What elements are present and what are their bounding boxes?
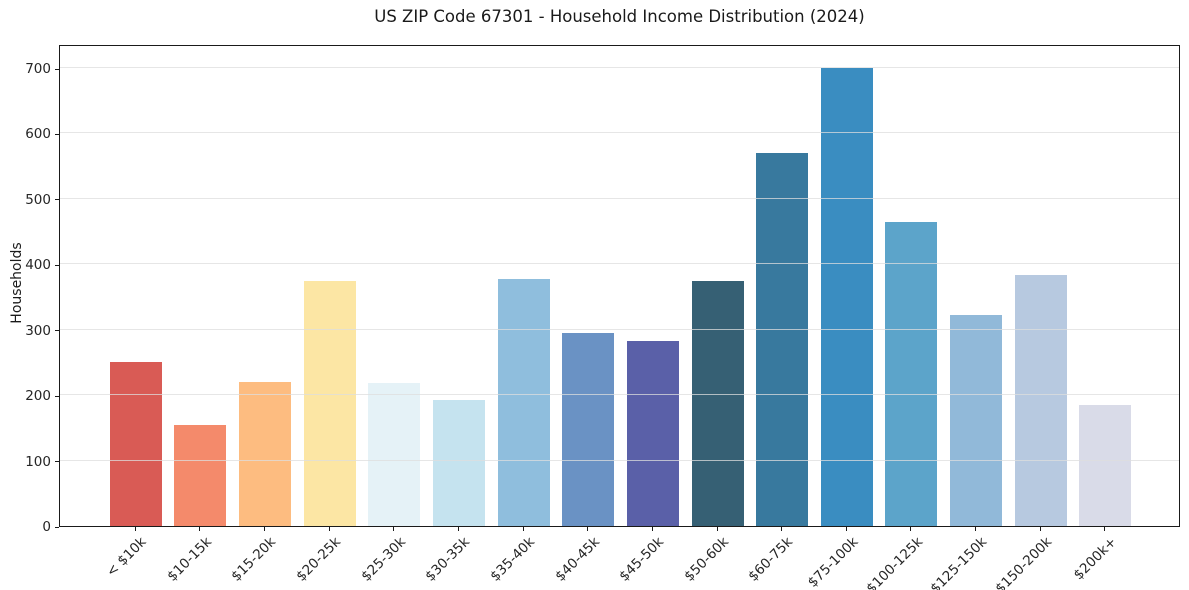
x-tick (522, 527, 524, 531)
x-tick-label: $20-25k (293, 534, 344, 585)
y-tick (55, 526, 59, 528)
x-tick (975, 527, 977, 531)
x-tick (716, 527, 718, 531)
x-tick (393, 527, 395, 531)
y-tick (55, 461, 59, 463)
bar (303, 281, 356, 526)
y-tick-label: 700 (25, 61, 51, 77)
chart-title: US ZIP Code 67301 - Household Income Dis… (374, 7, 865, 26)
gridline (60, 459, 1179, 461)
bar (109, 362, 162, 526)
gridline (60, 197, 1179, 199)
gridline (60, 67, 1179, 68)
bar (562, 333, 615, 526)
x-tick (263, 527, 265, 531)
y-tick-label: 400 (25, 257, 51, 274)
y-tick-label: 500 (25, 191, 51, 208)
bar (626, 340, 679, 526)
y-tick-label: 600 (25, 126, 51, 143)
x-tick-label: $45-50k (616, 534, 668, 585)
x-tick-label: $40-45k (551, 534, 603, 585)
y-tick (55, 68, 59, 70)
x-tick (1039, 527, 1041, 531)
y-tick (55, 264, 59, 266)
gridline (60, 132, 1179, 134)
x-tick-label: $50-60k (681, 534, 732, 585)
x-tick (845, 527, 847, 531)
x-tick (781, 527, 783, 531)
gridline (60, 394, 1179, 396)
y-tick (55, 395, 59, 397)
x-tick-label: $75-100k (804, 534, 862, 590)
bar (1014, 275, 1067, 526)
y-tick (55, 199, 59, 201)
x-tick-label: $30-35k (422, 534, 474, 585)
x-tick (651, 527, 653, 531)
y-tick (55, 330, 59, 332)
x-tick-label: $35-40k (487, 534, 538, 585)
y-tick-label: 0 (42, 519, 51, 535)
y-axis-label: Households (9, 242, 25, 324)
x-tick-label: $100-125k (862, 534, 926, 590)
bar (497, 278, 550, 526)
x-tick-label: < $10k (103, 534, 150, 581)
x-tick (587, 527, 589, 531)
y-tick (55, 133, 59, 135)
bar (174, 424, 227, 526)
gridline (60, 328, 1179, 330)
x-tick-label: $10-15k (163, 534, 215, 585)
y-tick-label: 200 (25, 388, 51, 405)
bar (238, 382, 291, 526)
gridline (60, 263, 1179, 265)
x-tick-label: $25-30k (357, 534, 409, 585)
y-tick-label: 300 (25, 322, 51, 339)
bar (432, 399, 485, 526)
x-tick-label: $60-75k (745, 534, 797, 585)
bar (691, 280, 744, 526)
bar (1079, 405, 1132, 526)
bar (756, 153, 809, 526)
x-tick-label: $150-200k (992, 534, 1056, 590)
x-tick (134, 527, 136, 531)
plot-area (59, 45, 1180, 527)
x-tick (910, 527, 912, 531)
x-tick-label: $200k+ (1070, 534, 1120, 584)
bar (950, 314, 1003, 526)
bar (368, 383, 421, 526)
x-tick (199, 527, 201, 531)
y-tick-label: 100 (25, 453, 51, 470)
bar (885, 221, 938, 526)
x-tick (328, 527, 330, 531)
bar (820, 68, 873, 526)
x-tick (457, 527, 459, 531)
x-tick-label: $125-150k (927, 534, 991, 590)
x-tick-label: $15-20k (228, 534, 280, 585)
x-tick (1104, 527, 1106, 531)
